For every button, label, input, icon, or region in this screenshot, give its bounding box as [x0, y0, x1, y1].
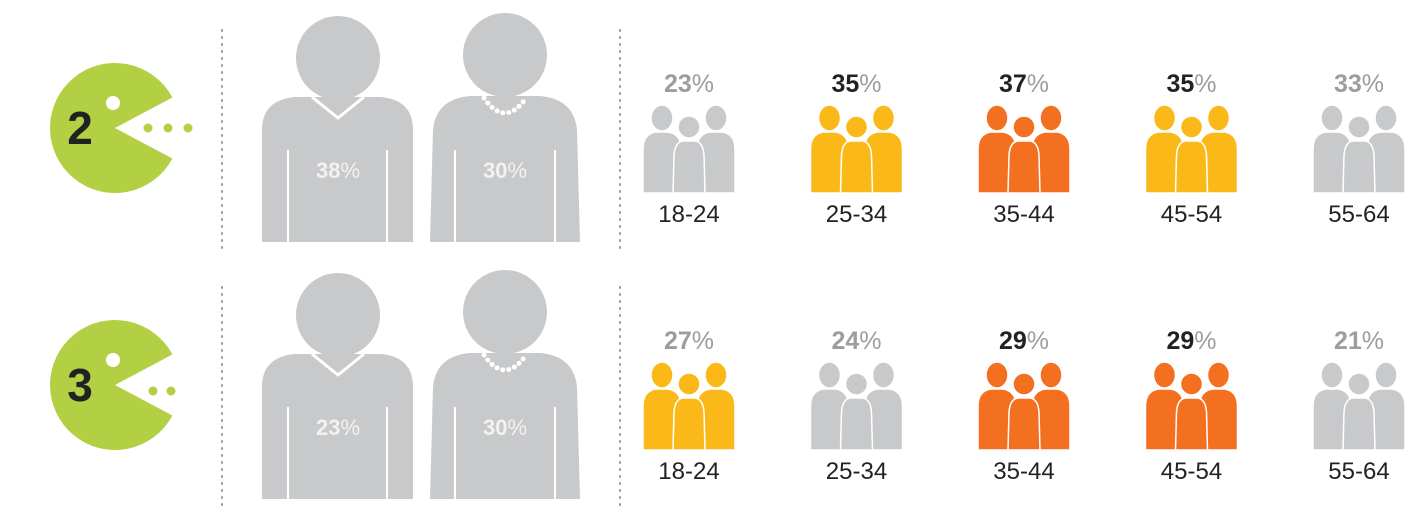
percent-number: 35	[1166, 70, 1194, 98]
pacman-dot	[183, 123, 193, 133]
person	[672, 372, 706, 451]
percent-unit: %	[692, 327, 714, 355]
age-range: 45-54	[1161, 201, 1222, 228]
age-range: 55-64	[1328, 201, 1389, 228]
percent-label: 27%	[664, 327, 714, 355]
man-head	[296, 16, 380, 100]
people-icon	[809, 361, 904, 451]
pacman-dot	[163, 123, 173, 133]
collar	[311, 95, 365, 120]
person	[839, 372, 874, 451]
percent-number: 27	[664, 327, 692, 355]
percent-unit: %	[692, 70, 714, 98]
people-icon	[809, 104, 904, 194]
pacman	[50, 319, 173, 450]
person	[1342, 372, 1376, 451]
percent-number: 29	[1166, 327, 1194, 355]
percent-label: 23%	[664, 70, 714, 98]
percent-unit: %	[507, 415, 527, 440]
percent-label: 35%	[831, 70, 881, 98]
pacman-eye	[106, 96, 120, 110]
age-range: 35-44	[993, 201, 1054, 228]
person	[1174, 372, 1209, 451]
percent-label: 29%	[1166, 327, 1216, 355]
people-icon	[1144, 104, 1239, 194]
percent-number: 35	[831, 70, 859, 98]
age-range: 25-34	[826, 458, 887, 485]
pacman-dot	[143, 123, 153, 133]
age-range: 55-64	[1328, 458, 1389, 485]
percent-label: 35%	[1166, 70, 1216, 98]
percent-number: 33	[1334, 70, 1362, 98]
percent-label: 24%	[831, 327, 881, 355]
woman-body	[430, 96, 580, 242]
rank-number: 2	[67, 102, 93, 154]
pacman-dot	[166, 386, 176, 396]
percent-unit: %	[859, 327, 881, 355]
percent-unit: %	[1362, 70, 1384, 98]
percent-number: 38	[316, 158, 340, 183]
person	[672, 115, 706, 194]
pacman	[49, 63, 173, 194]
percent-unit: %	[1362, 327, 1384, 355]
percent-unit: %	[340, 158, 360, 183]
percent-label: 30%	[483, 415, 527, 440]
percent-label: 37%	[999, 70, 1049, 98]
percent-unit: %	[507, 158, 527, 183]
necklace	[481, 352, 529, 373]
man-body	[262, 97, 413, 242]
percent-label: 23%	[316, 415, 360, 440]
percent-number: 37	[999, 70, 1027, 98]
people-icon	[1144, 361, 1239, 451]
percent-label: 21%	[1334, 327, 1384, 355]
necklace	[481, 95, 529, 116]
percent-number: 30	[483, 415, 507, 440]
percent-number: 24	[831, 327, 859, 355]
percent-label: 29%	[999, 327, 1049, 355]
percent-number: 23	[316, 415, 340, 440]
person	[1174, 115, 1209, 194]
percent-label: 33%	[1334, 70, 1384, 98]
age-range: 45-54	[1161, 458, 1222, 485]
age-range: 18-24	[658, 201, 719, 228]
collar	[311, 352, 365, 377]
percent-label: 38%	[316, 158, 360, 183]
woman-body	[430, 353, 580, 499]
percent-unit: %	[1194, 70, 1216, 98]
woman-head	[463, 270, 547, 354]
percent-unit: %	[1027, 327, 1049, 355]
people-icon	[977, 104, 1071, 194]
percent-unit: %	[859, 70, 881, 98]
percent-number: 30	[483, 158, 507, 183]
woman-head	[463, 13, 547, 97]
people-icon	[1312, 104, 1406, 194]
age-range: 18-24	[658, 458, 719, 485]
percent-number: 23	[664, 70, 692, 98]
percent-label: 30%	[483, 158, 527, 183]
people-icon	[642, 104, 736, 194]
person	[839, 115, 874, 194]
pacman-dot	[148, 386, 158, 396]
man-body	[262, 354, 413, 499]
rank-number: 3	[67, 359, 93, 411]
person	[1342, 115, 1376, 194]
percent-number: 29	[999, 327, 1027, 355]
percent-unit: %	[1027, 70, 1049, 98]
people-icon	[977, 361, 1071, 451]
people-icon	[1312, 361, 1406, 451]
pacman-eye	[106, 353, 120, 367]
age-range: 25-34	[826, 201, 887, 228]
percent-unit: %	[1194, 327, 1216, 355]
percent-number: 21	[1334, 327, 1362, 355]
people-icon	[642, 361, 736, 451]
person	[1007, 115, 1041, 194]
man-head	[296, 273, 380, 357]
percent-unit: %	[340, 415, 360, 440]
age-range: 35-44	[993, 458, 1054, 485]
person	[1007, 372, 1041, 451]
